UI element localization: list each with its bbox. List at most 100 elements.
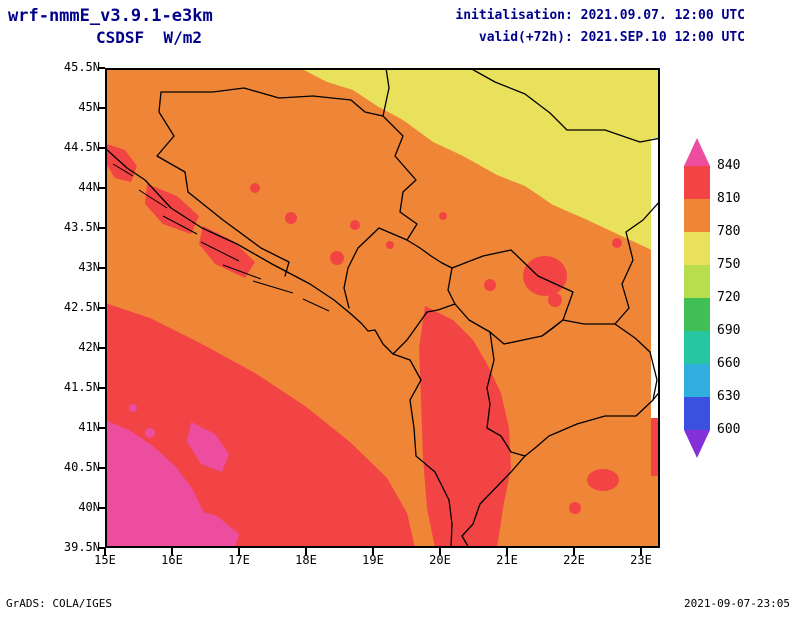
colorbar-segment: [684, 166, 710, 199]
lat-tick: [98, 507, 105, 509]
field-red-spot: [250, 183, 260, 193]
lat-tick: [98, 387, 105, 389]
border-serbia-romania-danube: [469, 68, 660, 143]
colorbar-label: 690: [717, 323, 741, 338]
colorbar-label: 630: [717, 389, 741, 404]
colorbar-label: 840: [717, 158, 741, 173]
colorbar-label: 810: [717, 191, 741, 206]
lat-tick: [98, 547, 105, 549]
colorbar-label: 750: [717, 257, 741, 272]
domain-edge-red-strip: [651, 418, 660, 476]
colorbar-segment: [684, 232, 710, 265]
lon-label: 16E: [161, 553, 183, 567]
domain-edge-strip: [651, 138, 660, 418]
lon-label: 19E: [362, 553, 384, 567]
field-magenta-blob: [187, 422, 229, 472]
lon-tick: [104, 548, 106, 555]
lat-label: 40.5N: [63, 460, 100, 474]
colorbar-label: 780: [717, 224, 741, 239]
lat-tick: [98, 267, 105, 269]
field-yellow-northeast: [300, 68, 660, 254]
field-red-spot: [548, 293, 562, 307]
field-red-east-blob: [523, 256, 567, 296]
country-borders: [105, 68, 660, 548]
lon-label: 17E: [228, 553, 250, 567]
lat-tick: [98, 467, 105, 469]
map-plot: [105, 68, 660, 548]
field-magenta-bottom-blob: [173, 506, 239, 548]
border-bosnia-serbia-drina: [382, 115, 418, 241]
adriatic-coastline: [105, 147, 453, 548]
field-red-coastal-patch: [199, 226, 255, 278]
lat-tick: [98, 147, 105, 149]
lat-label: 45.5N: [63, 60, 100, 74]
lat-label: 39.5N: [63, 540, 100, 554]
grads-credit: GrADS: COLA/IGES: [6, 597, 112, 610]
lat-label: 43N: [78, 260, 100, 274]
colorbar-segment: [684, 298, 710, 331]
border-albania-macedonia: [486, 331, 526, 457]
lon-label: 21E: [496, 553, 518, 567]
variable-title: CSDSF W/m2: [96, 28, 202, 47]
border-bosnia-montenegro: [343, 227, 408, 309]
lat-label: 41N: [78, 420, 100, 434]
colorbar-segment: [684, 331, 710, 364]
border-albania-greece: [461, 455, 526, 548]
lat-label: 42N: [78, 340, 100, 354]
lon-tick: [238, 548, 240, 555]
lat-tick: [98, 427, 105, 429]
adriatic-islands: [112, 163, 330, 312]
field-fill-layer: [105, 68, 660, 548]
border-croatia-bosnia: [156, 87, 384, 277]
border-macedonia-greece: [524, 390, 660, 457]
init-time-label: initialisation: 2021.09.07. 12:00 UTC: [455, 8, 745, 23]
lat-label: 44.5N: [63, 140, 100, 154]
colorbar-segment: [684, 397, 710, 430]
colorbar-segment: [684, 199, 710, 232]
field-red-spot: [386, 241, 394, 249]
border-montenegro-albania: [392, 303, 456, 355]
field-magenta-spot: [145, 428, 155, 438]
field-red-spot: [612, 238, 622, 248]
lon-label: 20E: [429, 553, 451, 567]
lon-label: 23E: [630, 553, 652, 567]
lon-tick: [573, 548, 575, 555]
colorbar-arrow-bottom: [684, 430, 710, 458]
lon-tick: [506, 548, 508, 555]
lat-label: 41.5N: [63, 380, 100, 394]
field-red-spot: [350, 220, 360, 230]
lon-label: 22E: [563, 553, 585, 567]
lon-label: 15E: [94, 553, 116, 567]
colorbar-segment: [684, 265, 710, 298]
lat-label: 42.5N: [63, 300, 100, 314]
lat-tick: [98, 347, 105, 349]
lat-tick: [98, 307, 105, 309]
lon-label: 18E: [295, 553, 317, 567]
field-red-spot: [285, 212, 297, 224]
border-croatia-serbia: [382, 68, 390, 117]
field-red-spot: [569, 502, 581, 514]
lat-label: 44N: [78, 180, 100, 194]
border-macedonia-bulgaria: [614, 323, 658, 401]
colorbar-label: 720: [717, 290, 741, 305]
field-red-central-blob: [419, 306, 511, 548]
map-svg: [105, 68, 660, 548]
border-serbia-montenegro: [406, 239, 453, 269]
colorbar-label: 660: [717, 356, 741, 371]
lat-label: 43.5N: [63, 220, 100, 234]
lat-tick: [98, 187, 105, 189]
border-serbia-macedonia: [541, 319, 616, 337]
field-red-southeast-blob: [587, 469, 619, 491]
field-red-spot: [484, 279, 496, 291]
lon-tick: [171, 548, 173, 555]
colorbar-segment: [684, 364, 710, 397]
lat-label: 45N: [78, 100, 100, 114]
colorbar-label: 600: [717, 422, 741, 437]
model-title: wrf-nmmE_v3.9.1-e3km: [8, 6, 213, 26]
border-serbia-bulgaria: [614, 200, 660, 325]
lat-tick: [98, 227, 105, 229]
lon-tick: [439, 548, 441, 555]
field-magenta-spot: [129, 404, 137, 412]
map-frame: [105, 68, 660, 548]
